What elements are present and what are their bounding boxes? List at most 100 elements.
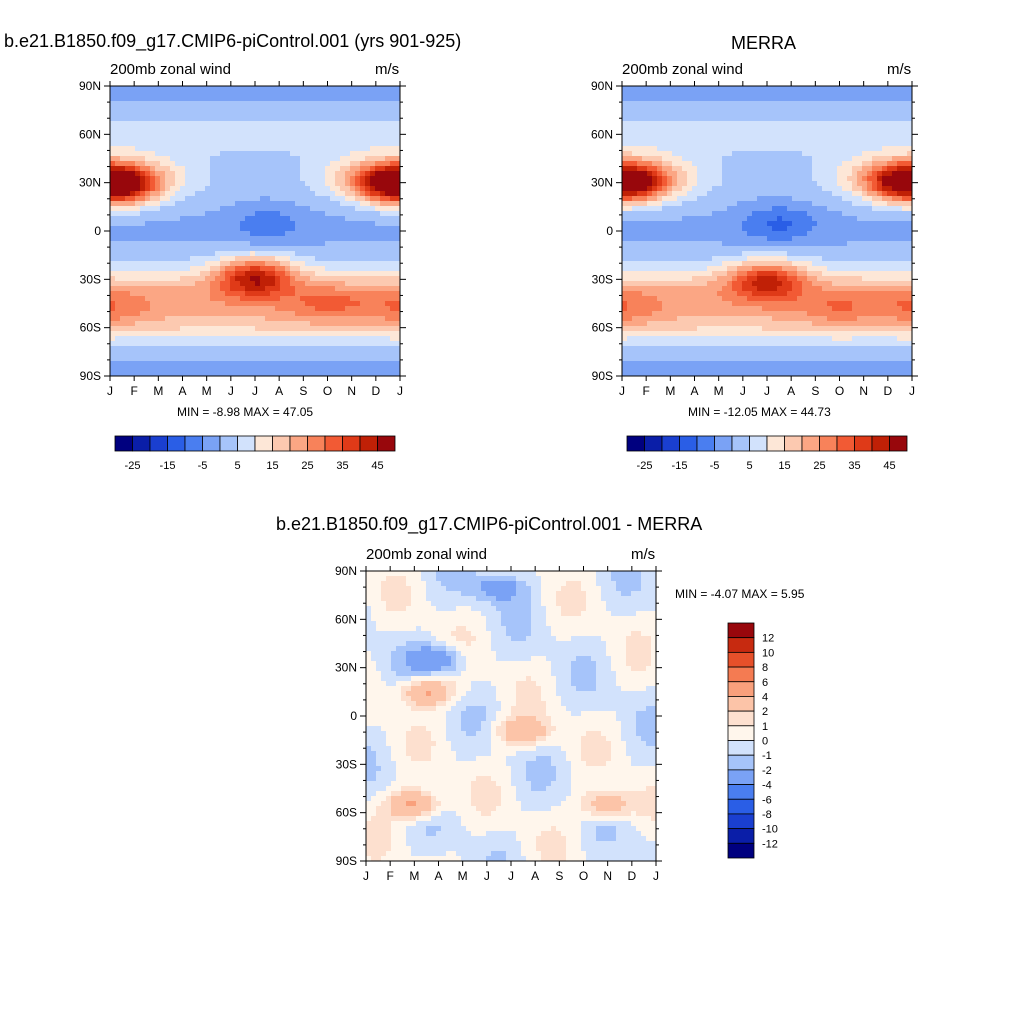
model-cell bbox=[310, 91, 316, 97]
model-cell bbox=[200, 176, 206, 182]
model-cell bbox=[320, 96, 326, 102]
obs-cell bbox=[732, 181, 738, 187]
model-cell bbox=[175, 326, 181, 332]
model-cell bbox=[275, 336, 281, 342]
model-cell bbox=[340, 266, 346, 272]
obs-cell bbox=[712, 266, 718, 272]
model-cell bbox=[380, 156, 386, 162]
model-cell bbox=[200, 336, 206, 342]
obs-cell bbox=[722, 371, 728, 377]
obs-cell bbox=[732, 371, 738, 377]
obs-cell bbox=[657, 321, 663, 327]
model-cell bbox=[310, 216, 316, 222]
model-cell bbox=[290, 166, 296, 172]
obs-cell bbox=[677, 241, 683, 247]
model-cell bbox=[135, 156, 141, 162]
model-cell bbox=[180, 266, 186, 272]
obs-cell bbox=[662, 346, 668, 352]
model-cell bbox=[335, 96, 341, 102]
model-cell bbox=[365, 351, 371, 357]
obs-cell bbox=[687, 306, 693, 312]
obs-cell bbox=[727, 316, 733, 322]
model-cell bbox=[255, 221, 261, 227]
model-cell bbox=[195, 241, 201, 247]
model-cell bbox=[155, 186, 161, 192]
model-cell bbox=[190, 356, 196, 362]
obs-cell bbox=[672, 186, 678, 192]
model-cell bbox=[150, 226, 156, 232]
obs-cell bbox=[637, 371, 643, 377]
model-cell bbox=[360, 281, 366, 287]
model-cell bbox=[250, 351, 256, 357]
model-cell bbox=[310, 201, 316, 207]
model-cell bbox=[385, 101, 391, 107]
obs-cell bbox=[677, 346, 683, 352]
model-cell bbox=[150, 291, 156, 297]
model-cell bbox=[260, 91, 266, 97]
model-cell bbox=[355, 116, 361, 122]
model-cell bbox=[160, 131, 166, 137]
model-cell bbox=[265, 171, 271, 177]
model-cell bbox=[335, 136, 341, 142]
model-cell bbox=[155, 336, 161, 342]
model-cell bbox=[270, 111, 276, 117]
model-cell bbox=[150, 236, 156, 242]
model-cell bbox=[125, 261, 131, 267]
obs-cell bbox=[692, 321, 698, 327]
model-cell bbox=[320, 186, 326, 192]
model-cell bbox=[330, 356, 336, 362]
obs-cell bbox=[672, 371, 678, 377]
obs-cell bbox=[627, 281, 633, 287]
obs-cell bbox=[702, 341, 708, 347]
model-cell bbox=[125, 91, 131, 97]
obs-cell bbox=[652, 126, 658, 132]
obs-cell bbox=[632, 326, 638, 332]
obs-cell bbox=[682, 111, 688, 117]
model-cell bbox=[295, 356, 301, 362]
model-cell bbox=[380, 211, 386, 217]
model-cell bbox=[190, 126, 196, 132]
model-cell bbox=[275, 146, 281, 152]
model-cell bbox=[355, 211, 361, 217]
obs-cell bbox=[712, 356, 718, 362]
model-cell bbox=[390, 321, 396, 327]
obs-cell bbox=[737, 166, 743, 172]
model-cell bbox=[170, 181, 176, 187]
obs-cell bbox=[637, 186, 643, 192]
obs-cell bbox=[707, 136, 713, 142]
model-cell bbox=[300, 101, 306, 107]
model-cell bbox=[255, 176, 261, 182]
obs-cell bbox=[717, 146, 723, 152]
model-cell bbox=[265, 111, 271, 117]
model-cell bbox=[290, 156, 296, 162]
obs-cell bbox=[727, 176, 733, 182]
obs-cell bbox=[667, 286, 673, 292]
model-cell bbox=[125, 236, 131, 242]
obs-cell bbox=[712, 201, 718, 207]
model-cell bbox=[300, 151, 306, 157]
model-cell bbox=[290, 101, 296, 107]
model-cell bbox=[235, 186, 241, 192]
model-cell bbox=[140, 326, 146, 332]
model-cell bbox=[230, 276, 236, 282]
model-cell bbox=[385, 91, 391, 97]
model-cell bbox=[235, 296, 241, 302]
model-cell bbox=[325, 131, 331, 137]
model-cell bbox=[225, 331, 231, 337]
model-cell bbox=[240, 201, 246, 207]
obs-cell bbox=[712, 106, 718, 112]
obs-cell bbox=[697, 306, 703, 312]
obs-cell bbox=[682, 306, 688, 312]
model-cell bbox=[390, 181, 396, 187]
obs-cell bbox=[747, 246, 753, 252]
obs-cell bbox=[682, 221, 688, 227]
model-cell bbox=[260, 176, 266, 182]
model-cell bbox=[300, 221, 306, 227]
obs-cell bbox=[702, 291, 708, 297]
obs-cell bbox=[702, 216, 708, 222]
obs-cell bbox=[712, 181, 718, 187]
model-cell bbox=[275, 186, 281, 192]
model-cell bbox=[205, 251, 211, 257]
model-cell bbox=[115, 316, 121, 322]
obs-cell bbox=[657, 216, 663, 222]
